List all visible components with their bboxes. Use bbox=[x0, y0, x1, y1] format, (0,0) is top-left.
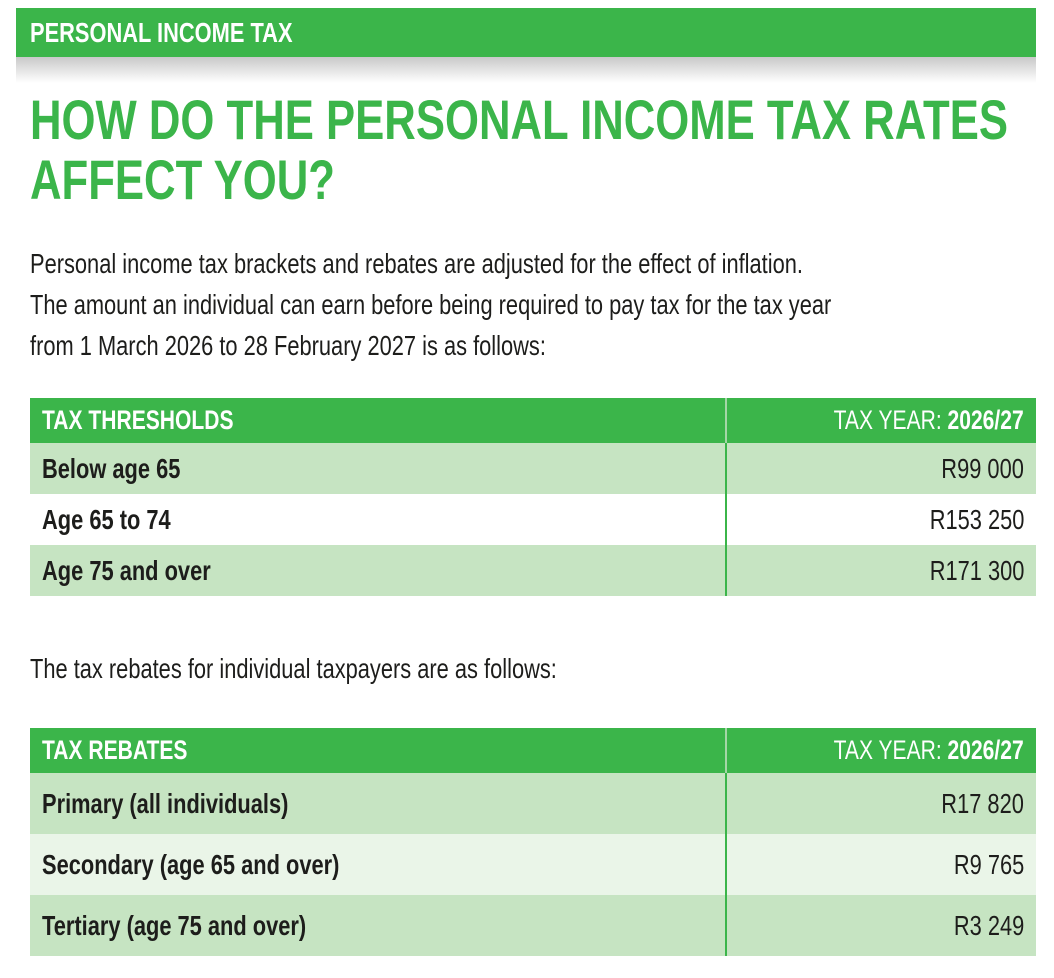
section-header-bar: PERSONAL INCOME TAX bbox=[16, 8, 1036, 57]
table-row: Below age 65 R99 000 bbox=[30, 443, 1036, 494]
title-line-2: AFFECT YOU? bbox=[30, 148, 335, 211]
section-label: PERSONAL INCOME TAX bbox=[30, 17, 293, 48]
row-label: Primary (all individuals) bbox=[42, 787, 289, 819]
row-value: R9 765 bbox=[953, 848, 1024, 880]
row-label: Age 65 to 74 bbox=[42, 503, 171, 535]
table-header: TAX REBATES TAX YEAR: 2026/27 bbox=[30, 728, 1036, 773]
year-value: 2026/27 bbox=[947, 735, 1024, 765]
year-prefix: TAX YEAR: bbox=[833, 735, 948, 765]
intro-line: from 1 March 2026 to 28 February 2027 is… bbox=[30, 330, 546, 361]
row-value: R99 000 bbox=[941, 452, 1024, 484]
table-row: Secondary (age 65 and over) R9 765 bbox=[30, 834, 1036, 895]
row-value: R153 250 bbox=[929, 503, 1024, 535]
row-value: R17 820 bbox=[941, 787, 1024, 819]
table-row: Age 65 to 74 R153 250 bbox=[30, 494, 1036, 545]
rebates-intro-text: The tax rebates for individual taxpayers… bbox=[30, 653, 557, 684]
tax-thresholds-table: TAX THRESHOLDS TAX YEAR: 2026/27 Below a… bbox=[30, 398, 1036, 596]
column-header-year: TAX YEAR: 2026/27 bbox=[834, 405, 1024, 436]
row-label: Below age 65 bbox=[42, 452, 181, 484]
table-header: TAX THRESHOLDS TAX YEAR: 2026/27 bbox=[30, 398, 1036, 443]
column-header-year: TAX YEAR: 2026/27 bbox=[834, 735, 1024, 766]
intro-paragraph: Personal income tax brackets and rebates… bbox=[30, 243, 1054, 366]
tax-rebates-table: TAX REBATES TAX YEAR: 2026/27 Primary (a… bbox=[30, 728, 1036, 956]
column-header-label: TAX REBATES bbox=[42, 735, 188, 765]
page-title: HOW DO THE PERSONAL INCOME TAX RATES AFF… bbox=[30, 90, 1054, 210]
title-line-1: HOW DO THE PERSONAL INCOME TAX RATES bbox=[30, 88, 1008, 151]
intro-line: Personal income tax brackets and rebates… bbox=[30, 248, 803, 279]
row-label: Age 75 and over bbox=[42, 554, 211, 586]
row-label: Tertiary (age 75 and over) bbox=[42, 909, 307, 941]
year-value: 2026/27 bbox=[947, 405, 1024, 435]
row-label: Secondary (age 65 and over) bbox=[42, 848, 340, 880]
year-prefix: TAX YEAR: bbox=[833, 405, 948, 435]
table-row: Tertiary (age 75 and over) R3 249 bbox=[30, 895, 1036, 956]
column-header-label: TAX THRESHOLDS bbox=[42, 405, 234, 435]
header-shadow bbox=[16, 57, 1036, 83]
rebates-intro: The tax rebates for individual taxpayers… bbox=[30, 653, 705, 685]
intro-line: The amount an individual can earn before… bbox=[30, 289, 832, 320]
row-value: R171 300 bbox=[929, 554, 1024, 586]
table-row: Age 75 and over R171 300 bbox=[30, 545, 1036, 596]
table-row: Primary (all individuals) R17 820 bbox=[30, 773, 1036, 834]
row-value: R3 249 bbox=[953, 909, 1024, 941]
